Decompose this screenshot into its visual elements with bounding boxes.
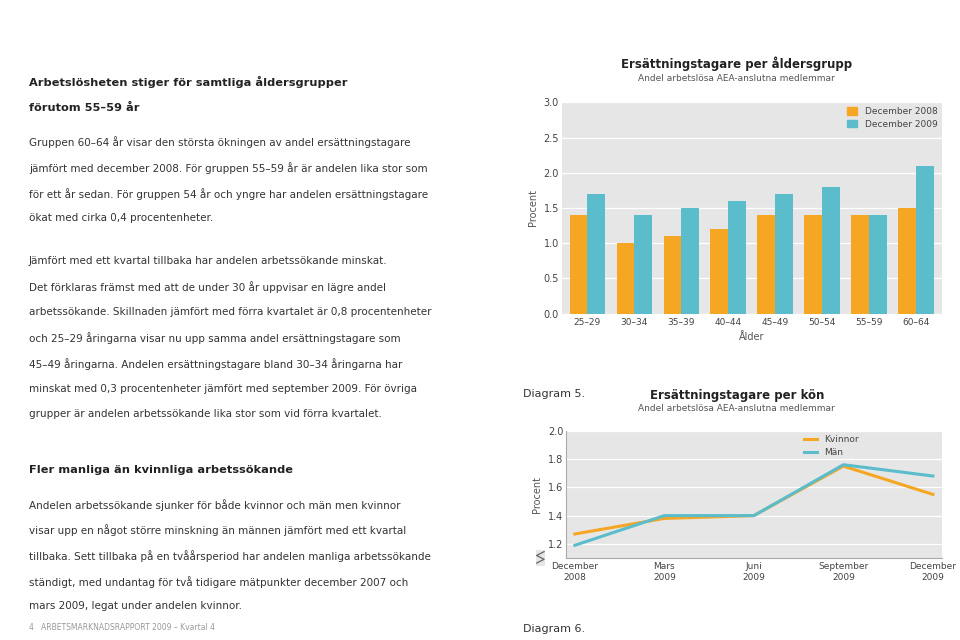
Text: Diagram 6.: Diagram 6. bbox=[523, 624, 586, 634]
Legend: Kvinnor, Män: Kvinnor, Män bbox=[804, 435, 859, 457]
Män bbox=[927, 472, 939, 480]
Line: Män: Män bbox=[575, 465, 933, 545]
X-axis label: Ålder: Ålder bbox=[739, 332, 764, 342]
Text: och 25–29 åringarna visar nu upp samma andel ersättningstagare som: och 25–29 åringarna visar nu upp samma a… bbox=[29, 332, 400, 344]
Y-axis label: Procent: Procent bbox=[528, 189, 538, 227]
Text: Arbetslösheten stiger för samtliga åldersgrupper: Arbetslösheten stiger för samtliga ålder… bbox=[29, 76, 348, 88]
Bar bbox=[869, 215, 887, 314]
Bar bbox=[757, 215, 776, 314]
Text: Fler manliga än kvinnliga arbetssökande: Fler manliga än kvinnliga arbetssökande bbox=[29, 465, 293, 476]
Bar bbox=[776, 194, 793, 314]
Bar bbox=[710, 229, 729, 314]
Män bbox=[838, 461, 850, 468]
Text: Jämfört med ett kvartal tillbaka har andelen arbetssökande minskat.: Jämfört med ett kvartal tillbaka har and… bbox=[29, 255, 388, 266]
Män bbox=[659, 512, 670, 520]
Text: jämfört med december 2008. För gruppen 55–59 år är andelen lika stor som: jämfört med december 2008. För gruppen 5… bbox=[29, 162, 427, 174]
Text: Diagram 5.: Diagram 5. bbox=[523, 389, 586, 399]
Text: Det förklaras främst med att de under 30 år uppvisar en lägre andel: Det förklaras främst med att de under 30… bbox=[29, 281, 386, 293]
Legend: December 2008, December 2009: December 2008, December 2009 bbox=[848, 107, 937, 129]
Text: Kvartal 4 2009: Kvartal 4 2009 bbox=[782, 15, 936, 35]
Text: ständigt, med undantag för två tidigare mätpunkter december 2007 och: ständigt, med undantag för två tidigare … bbox=[29, 576, 408, 588]
Bar bbox=[682, 208, 699, 314]
Text: Andelen arbetssökande sjunker för både kvinnor och män men kvinnor: Andelen arbetssökande sjunker för både k… bbox=[29, 499, 400, 511]
Kvinnor bbox=[927, 491, 939, 499]
Text: förutom 55–59 år: förutom 55–59 år bbox=[29, 103, 139, 113]
Text: visar upp en något större minskning än männen jämfört med ett kvartal: visar upp en något större minskning än m… bbox=[29, 525, 406, 536]
Text: Andel arbetslösa AEA-anslutna medlemmar: Andel arbetslösa AEA-anslutna medlemmar bbox=[638, 404, 835, 413]
FancyBboxPatch shape bbox=[536, 550, 545, 566]
Text: arbetssökande. Skillnaden jämfört med förra kvartalet är 0,8 procentenheter: arbetssökande. Skillnaden jämfört med fö… bbox=[29, 307, 431, 317]
Bar bbox=[804, 215, 822, 314]
Män bbox=[748, 512, 759, 520]
Text: Andel arbetslösa AEA-anslutna medlemmar: Andel arbetslösa AEA-anslutna medlemmar bbox=[638, 74, 835, 83]
Kvinnor bbox=[569, 530, 581, 538]
Bar bbox=[729, 201, 746, 314]
Text: 4   ARBETSMARKNADSRAPPORT 2009 – Kvartal 4: 4 ARBETSMARKNADSRAPPORT 2009 – Kvartal 4 bbox=[29, 623, 215, 632]
Bar bbox=[852, 215, 869, 314]
Bar bbox=[899, 208, 916, 314]
Bar bbox=[616, 243, 635, 314]
Text: Gruppen 60–64 år visar den största ökningen av andel ersättningstagare: Gruppen 60–64 år visar den största öknin… bbox=[29, 136, 410, 148]
Text: 45–49 åringarna. Andelen ersättningstagare bland 30–34 åringarna har: 45–49 åringarna. Andelen ersättningstaga… bbox=[29, 358, 402, 370]
Text: tillbaka. Sett tillbaka på en tvåårsperiod har andelen manliga arbetssökande: tillbaka. Sett tillbaka på en tvåårsperi… bbox=[29, 550, 431, 562]
Text: mars 2009, legat under andelen kvinnor.: mars 2009, legat under andelen kvinnor. bbox=[29, 602, 242, 611]
Text: minskat med 0,3 procentenheter jämfört med september 2009. För övriga: minskat med 0,3 procentenheter jämfört m… bbox=[29, 383, 417, 394]
Text: Ålder och kön: Ålder och kön bbox=[24, 15, 167, 35]
Y-axis label: Procent: Procent bbox=[532, 476, 542, 513]
Kvinnor bbox=[748, 512, 759, 520]
Text: Ersättningstagare per åldersgrupp: Ersättningstagare per åldersgrupp bbox=[621, 56, 852, 70]
Kvinnor bbox=[659, 515, 670, 522]
Bar bbox=[588, 194, 606, 314]
Text: grupper är andelen arbetssökande lika stor som vid förra kvartalet.: grupper är andelen arbetssökande lika st… bbox=[29, 409, 382, 419]
Line: Kvinnor: Kvinnor bbox=[575, 466, 933, 534]
Text: Ersättningstagare per kön: Ersättningstagare per kön bbox=[650, 388, 824, 402]
Bar bbox=[916, 166, 934, 314]
Text: för ett år sedan. För gruppen 54 år och yngre har andelen ersättningstagare: för ett år sedan. För gruppen 54 år och … bbox=[29, 188, 428, 200]
Bar bbox=[663, 236, 682, 314]
Kvinnor bbox=[838, 462, 850, 470]
Text: ökat med cirka 0,4 procentenheter.: ökat med cirka 0,4 procentenheter. bbox=[29, 213, 213, 223]
Bar bbox=[822, 187, 840, 314]
Män bbox=[569, 541, 581, 549]
Bar bbox=[569, 215, 588, 314]
Bar bbox=[635, 215, 652, 314]
